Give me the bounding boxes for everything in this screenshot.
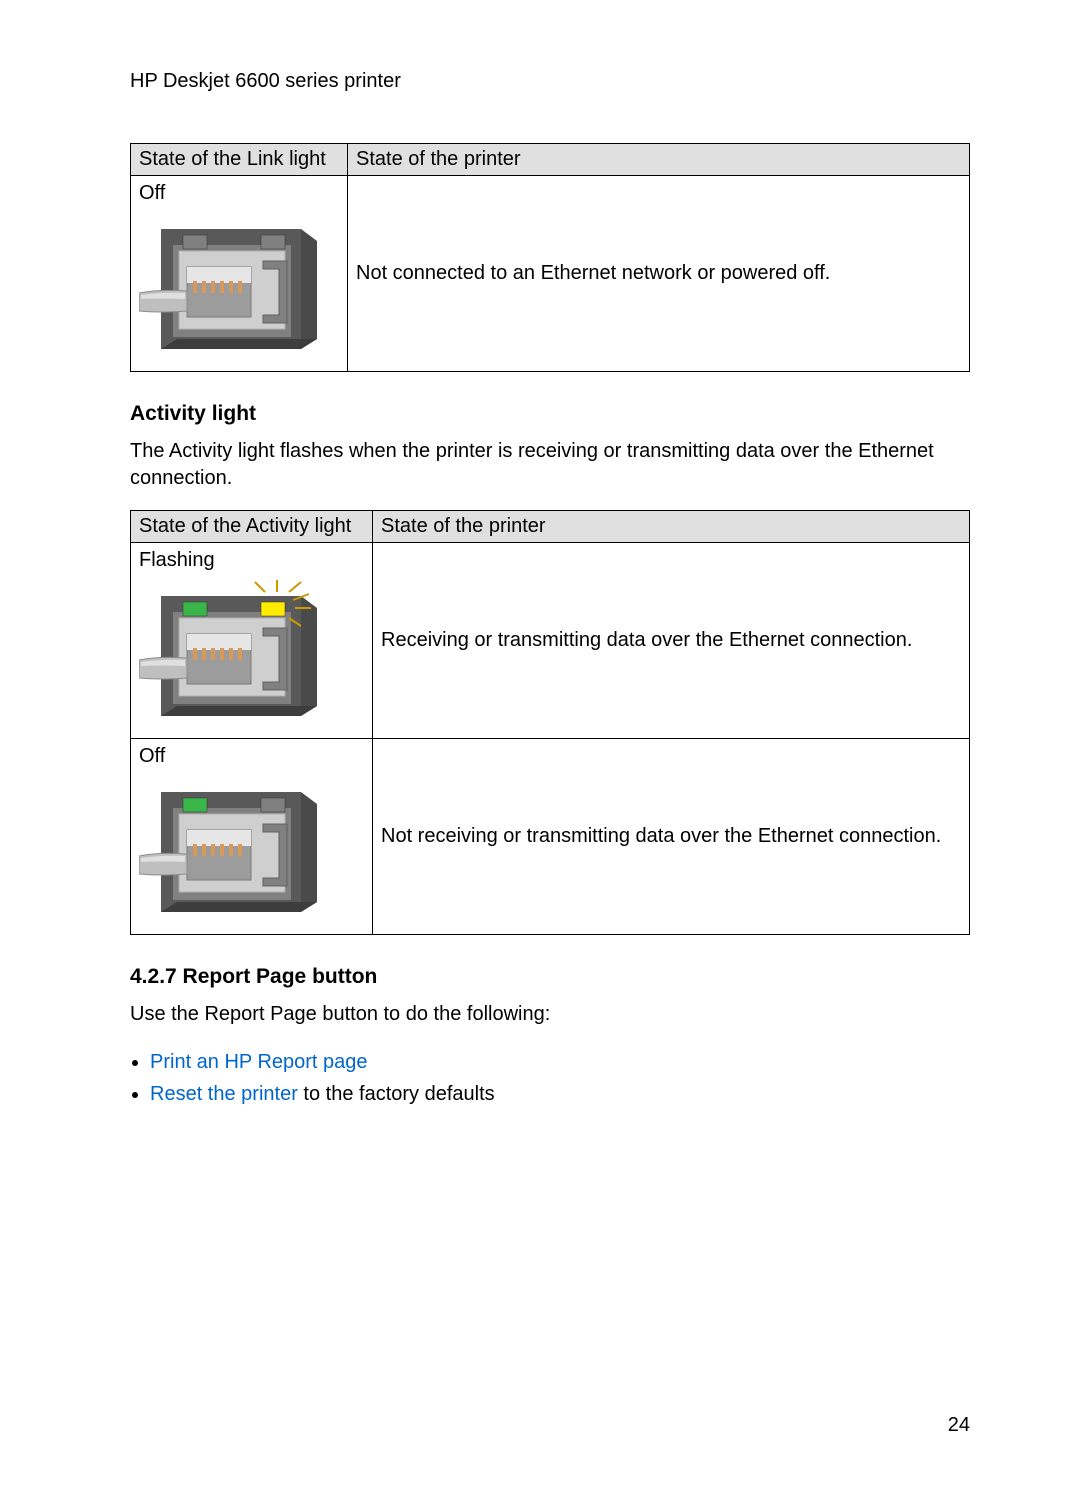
report-bullet-2: Reset the printer to the factory default… (150, 1078, 970, 1110)
report-page-heading: 4.2.7 Report Page button (130, 965, 970, 989)
table1-row-state: Off (139, 182, 339, 205)
ethernet-port-icon (139, 211, 339, 361)
table2-row0-state-cell: Flashing (131, 543, 373, 739)
table2-header-0: State of the Activity light (131, 511, 373, 543)
table1-header-0: State of the Link light (131, 144, 348, 176)
table2-row1-desc: Not receiving or transmitting data over … (373, 739, 970, 935)
report-page-intro: Use the Report Page button to do the fol… (130, 1001, 970, 1028)
report-bullet-1: Print an HP Report page (150, 1046, 970, 1078)
ethernet-port-off-icon (139, 774, 364, 924)
report-page-list: Print an HP Report page Reset the printe… (150, 1046, 970, 1110)
table1-header-1: State of the printer (348, 144, 970, 176)
ethernet-port-flashing-icon (139, 578, 364, 728)
reset-printer-link[interactable]: Reset the printer (150, 1083, 298, 1105)
table2-row0-desc: Receiving or transmitting data over the … (373, 543, 970, 739)
activity-light-heading: Activity light (130, 402, 970, 426)
table2-row0-state: Flashing (139, 549, 364, 572)
page-number: 24 (948, 1414, 970, 1437)
table1-row-state-cell: Off (131, 176, 348, 372)
table2-header-1: State of the printer (373, 511, 970, 543)
link-light-table: State of the Link light State of the pri… (130, 143, 970, 372)
report-bullet-2-rest: to the factory defaults (298, 1083, 495, 1105)
page-header: HP Deskjet 6600 series printer (130, 70, 970, 93)
activity-light-para: The Activity light flashes when the prin… (130, 438, 970, 492)
table2-row1-state-cell: Off (131, 739, 373, 935)
table1-row-desc: Not connected to an Ethernet network or … (348, 176, 970, 372)
table2-row1-state: Off (139, 745, 364, 768)
activity-light-table: State of the Activity light State of the… (130, 510, 970, 935)
print-report-link[interactable]: Print an HP Report page (150, 1051, 368, 1073)
